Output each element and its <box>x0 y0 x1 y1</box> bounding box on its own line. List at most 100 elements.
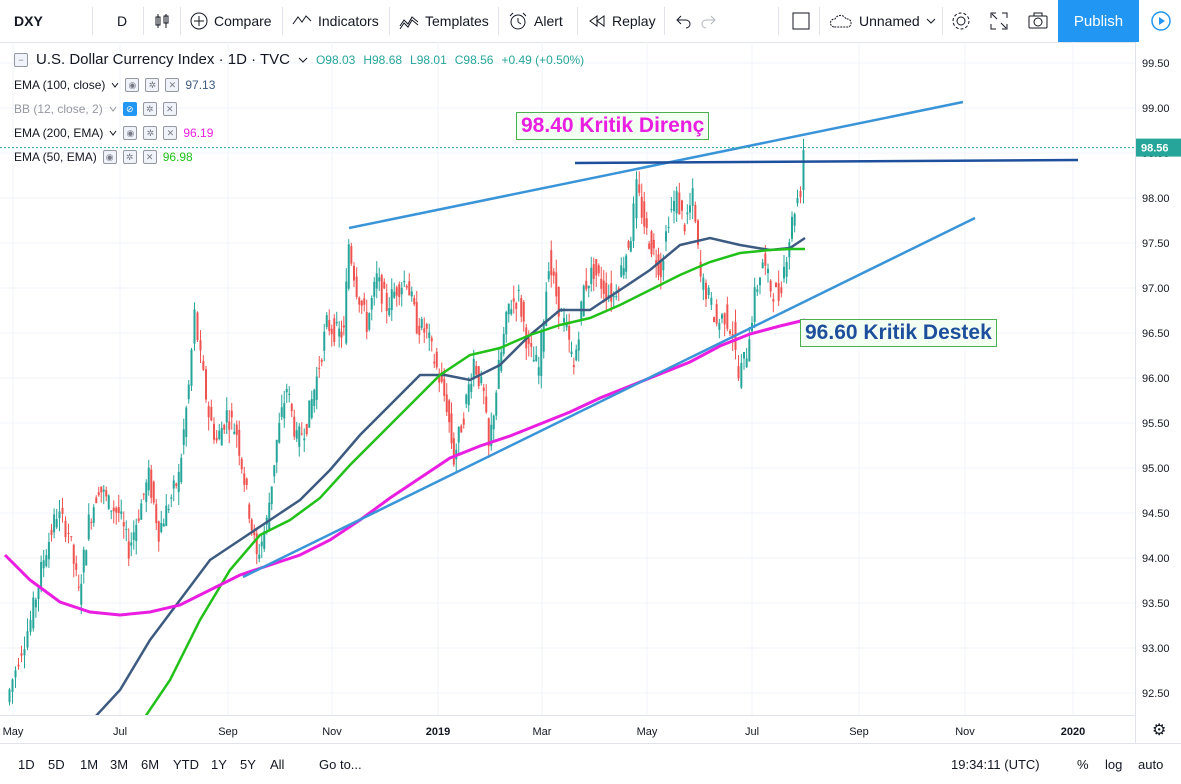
toolbar-divider <box>282 7 283 35</box>
publish-button[interactable]: Publish <box>1058 0 1139 42</box>
settings-button[interactable] <box>950 0 972 42</box>
chevron-down-icon[interactable] <box>298 55 308 65</box>
candle-body <box>702 277 705 290</box>
candle-body <box>723 313 726 325</box>
range-button[interactable]: 5Y <box>240 744 256 784</box>
candle-body <box>220 427 223 446</box>
close-icon[interactable]: ✕ <box>142 150 157 164</box>
range-label: 5Y <box>240 756 256 772</box>
candle-body <box>378 277 381 282</box>
interval-button[interactable]: D <box>117 0 127 42</box>
candle-body <box>102 489 105 492</box>
toolbar-divider <box>180 7 181 35</box>
gear-icon[interactable]: ✲ <box>145 78 160 92</box>
undo-button[interactable] <box>674 0 692 42</box>
candle-body <box>152 481 155 503</box>
candle-body <box>207 406 210 418</box>
range-button[interactable]: 1M <box>80 744 98 784</box>
candle-body <box>196 312 199 341</box>
candle-body <box>500 352 503 371</box>
candle-body <box>683 224 686 232</box>
redo-button[interactable] <box>700 0 718 42</box>
candle-body <box>167 508 170 510</box>
alert-button[interactable]: Alert <box>508 0 563 42</box>
candle-body <box>405 285 408 288</box>
snapshot-button[interactable] <box>1027 0 1049 42</box>
candle-body <box>413 297 416 305</box>
candle-body <box>87 514 90 540</box>
candle-body <box>502 333 505 354</box>
indicator-legend-ema200[interactable]: EMA (200, EMA) ◉ ✲ ✕ 96.19 <box>14 126 213 140</box>
replay-button[interactable]: Replay <box>588 0 656 42</box>
candle-body <box>420 319 423 328</box>
indicator-legend-bb[interactable]: BB (12, close, 2) ⊘ ✲ ✕ <box>14 102 177 116</box>
eye-icon[interactable]: ◉ <box>125 78 140 92</box>
price-chart[interactable] <box>0 42 1135 718</box>
candle-body <box>355 276 358 297</box>
goto-button[interactable]: Go to... <box>319 744 362 784</box>
percent-toggle[interactable]: % <box>1077 744 1089 784</box>
indicator-legend-ema50[interactable]: EMA (50, EMA) ◉ ✲ ✕ 96.98 <box>14 150 193 164</box>
close-icon[interactable]: ✕ <box>165 78 180 92</box>
eye-icon[interactable]: ◉ <box>123 126 138 140</box>
candle-body <box>75 563 78 570</box>
play-button[interactable] <box>1141 0 1181 42</box>
range-button[interactable]: All <box>270 744 284 784</box>
toolbar-divider <box>498 7 499 35</box>
fullscreen-button[interactable] <box>989 0 1009 42</box>
clock[interactable]: 19:34:11 (UTC) <box>951 744 1040 784</box>
layout-button[interactable]: Unnamed <box>829 0 936 42</box>
eye-icon[interactable]: ◉ <box>102 150 117 164</box>
candle-body <box>540 331 543 377</box>
chart-pane[interactable]: 98.40 Kritik Direnç 96.60 Kritik Destek … <box>0 42 1181 718</box>
fullscreen-select-button[interactable] <box>791 0 811 42</box>
candle-body <box>100 486 103 493</box>
log-toggle[interactable]: log <box>1105 744 1122 784</box>
support-annotation[interactable]: 96.60 Kritik Destek <box>800 319 997 347</box>
price-tick-label: 96.50 <box>1142 328 1170 340</box>
square-icon <box>792 12 810 30</box>
upper-channel-line <box>348 100 964 230</box>
compare-button[interactable]: Compare <box>190 0 272 42</box>
resistance-annotation[interactable]: 98.40 Kritik Direnç <box>516 112 710 140</box>
auto-toggle[interactable]: auto <box>1138 744 1163 784</box>
collapse-icon[interactable]: − <box>14 52 28 67</box>
range-button[interactable]: 1Y <box>211 744 227 784</box>
candle-body <box>8 689 11 703</box>
chart-style-button[interactable] <box>153 0 171 42</box>
indicator-legend-ema100[interactable]: EMA (100, close) ◉ ✲ ✕ 97.13 <box>14 78 215 92</box>
alert-label: Alert <box>534 13 563 29</box>
candle-body <box>629 240 632 252</box>
range-button[interactable]: 1D <box>18 744 35 784</box>
close-icon[interactable]: ✕ <box>163 126 178 140</box>
symbol-search[interactable]: DXY <box>14 0 43 42</box>
candle-body <box>520 297 523 317</box>
candle-body <box>465 394 468 404</box>
candle-body <box>472 359 475 380</box>
gear-icon[interactable]: ✲ <box>142 102 157 116</box>
indicators-button[interactable]: Indicators <box>292 0 379 42</box>
range-button[interactable]: 3M <box>110 744 128 784</box>
candle-body <box>691 188 694 206</box>
candle-body <box>590 267 593 285</box>
gear-icon[interactable]: ✲ <box>122 150 137 164</box>
range-button[interactable]: YTD <box>173 744 199 784</box>
time-axis[interactable]: May Jul Sep Nov 2019 Mar May Jul Sep Nov 2020 <box>0 715 1135 744</box>
candle-body <box>398 284 401 297</box>
close-icon[interactable]: ✕ <box>162 102 177 116</box>
candle-body <box>155 504 158 524</box>
candle-body <box>190 349 193 386</box>
candle-body <box>210 406 213 421</box>
range-button[interactable]: 6M <box>141 744 159 784</box>
gear-icon[interactable]: ✲ <box>143 126 158 140</box>
candle-body <box>761 262 764 269</box>
range-button[interactable]: 5D <box>48 744 65 784</box>
candle-body <box>645 218 648 229</box>
indicator-name: EMA (50, EMA) <box>14 150 97 164</box>
hidden-eye-icon[interactable]: ⊘ <box>122 102 137 116</box>
templates-button[interactable]: Templates <box>399 0 489 42</box>
candle-body <box>753 287 756 323</box>
indicator-name: EMA (100, close) <box>14 78 106 92</box>
price-axis[interactable]: 99.5099.0098.5098.0097.5097.0096.5096.00… <box>1135 42 1181 743</box>
goto-label: Go to... <box>319 756 362 772</box>
